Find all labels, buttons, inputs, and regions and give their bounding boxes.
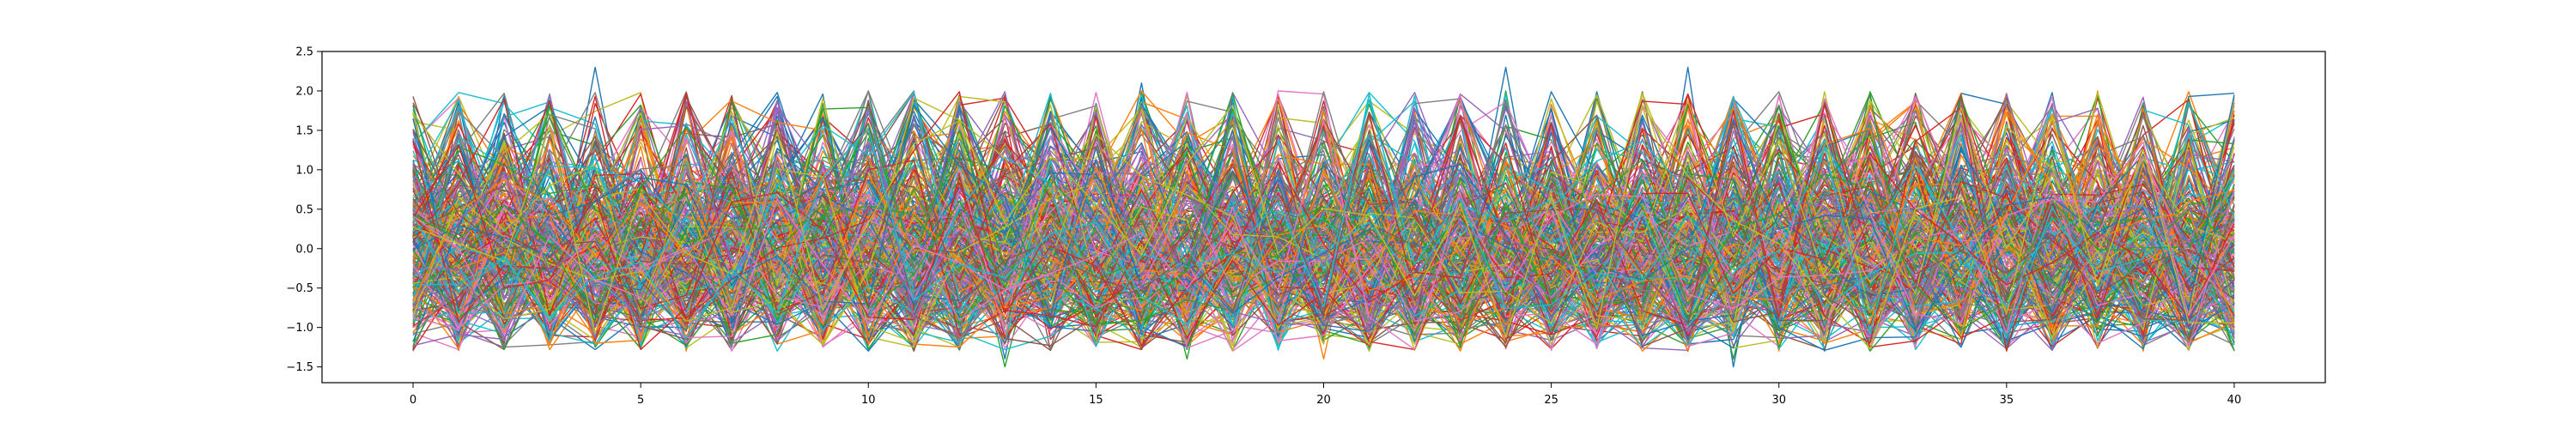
series-line-299 [412,99,2235,340]
series-line-232 [412,118,2235,347]
x-tick-label: 20 [1316,394,1331,407]
series-line-269 [412,108,2235,328]
series-line-214 [412,93,2235,348]
y-tick-label: 0.0 [295,243,313,256]
x-tick-label: 10 [861,394,876,407]
y-tick-label: 1.0 [295,164,313,177]
series-line-267 [412,106,2235,334]
series-line-253 [412,92,2235,332]
series-line-271 [412,118,2235,352]
series-line-290 [412,94,2235,330]
plot-area [412,66,2235,368]
series-line-281 [412,120,2235,344]
x-tick-label: 15 [1089,394,1103,407]
y-tick-label: 2.0 [295,85,313,98]
series-line-264 [412,101,2235,321]
series-line-288 [412,100,2235,343]
x-tick-label: 30 [1771,394,1786,407]
y-tick-label: −1.5 [286,361,313,374]
x-tick-label: 35 [2000,394,2014,407]
y-tick-label: −1.0 [286,322,313,335]
series-layer [412,66,2235,368]
series-line-294 [412,107,2235,351]
series-line-287 [412,99,2235,329]
x-tick-label: 40 [2227,394,2242,407]
series-line-246 [412,122,2235,347]
series-line-273 [412,100,2235,352]
series-line-263 [412,98,2235,339]
x-tick-label: 5 [637,394,644,407]
y-axis: −1.5 −1.0 −0.5 0.0 0.5 1.0 1.5 2.0 2.5 [286,46,322,374]
series-line-298 [412,104,2234,350]
y-tick-label: 1.5 [295,124,313,137]
y-tick-label: 2.5 [295,46,313,59]
x-axis: 0 5 10 15 20 25 30 35 40 [410,383,2241,407]
y-tick-label: 0.5 [295,203,313,216]
series-line-291 [412,166,2235,344]
series-line-297 [412,113,2235,347]
y-tick-label: −0.5 [286,282,313,295]
x-tick-label: 25 [1544,394,1558,407]
series-line-275 [412,96,2235,351]
series-line-286 [412,155,2235,334]
series-line-292 [412,108,2235,331]
series-line-293 [412,142,2235,351]
series-line-296 [412,98,2235,351]
x-tick-label: 0 [410,394,416,407]
series-line-277 [412,111,2235,343]
series-line-248 [412,99,2235,344]
